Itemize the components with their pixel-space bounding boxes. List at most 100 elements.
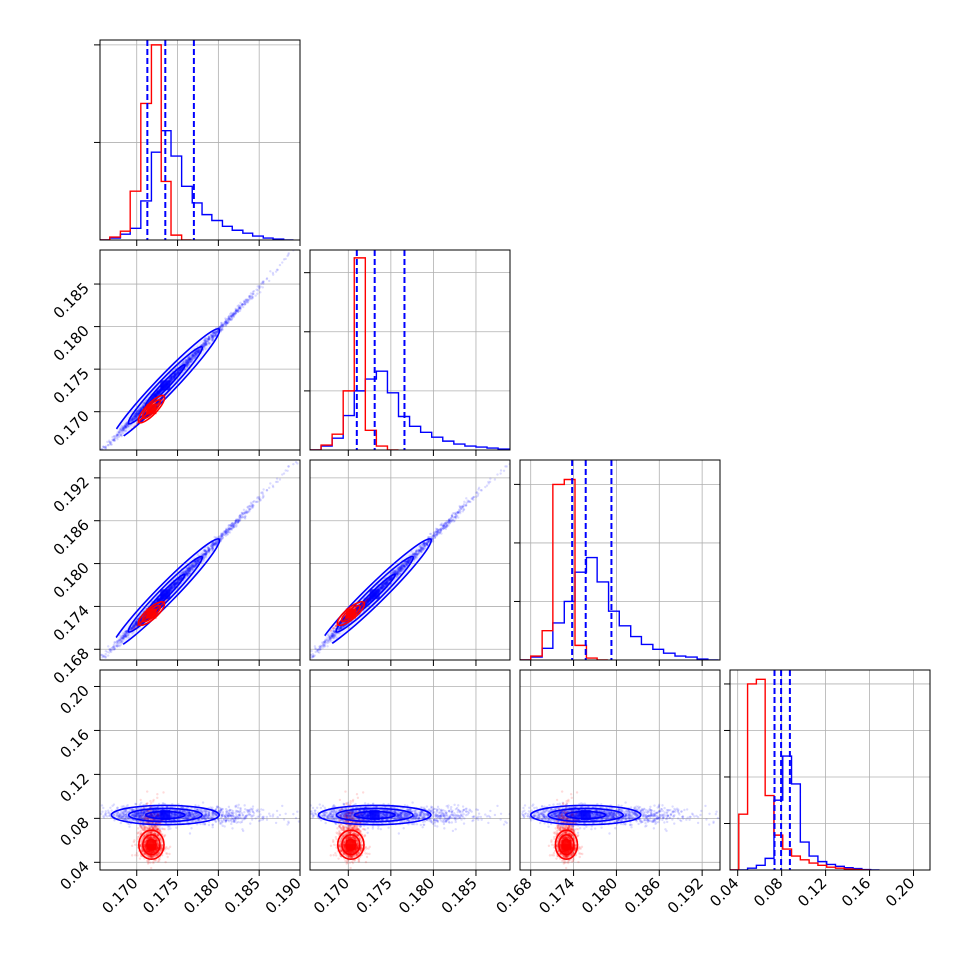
scatter-point: [142, 402, 146, 406]
scatter-point: [109, 650, 113, 654]
scatter-point: [220, 323, 224, 326]
scatter-point: [155, 391, 158, 395]
scatter-point: [259, 291, 262, 294]
scatter-point: [159, 389, 162, 393]
scatter-point: [135, 412, 138, 415]
scatter-point: [137, 412, 140, 415]
scatter-point: [116, 434, 119, 437]
scatter-point: [197, 348, 200, 351]
scatter-point: [209, 337, 212, 341]
scatter-point: [195, 349, 198, 353]
scatter-point: [156, 391, 159, 394]
scatter-point: [211, 337, 214, 341]
scatter-point: [236, 308, 240, 312]
scatter-point: [173, 373, 177, 376]
scatter-point: [210, 335, 213, 338]
scatter-point: [113, 439, 117, 442]
scatter-point: [154, 393, 158, 397]
scatter-point: [102, 445, 105, 449]
scatter-point: [142, 405, 145, 409]
scatter-point: [188, 360, 191, 363]
scatter-point: [170, 378, 174, 382]
scatter-point: [191, 359, 194, 362]
scatter-point: [143, 414, 146, 418]
scatter-point: [248, 294, 251, 298]
scatter-point: [226, 322, 229, 325]
scatter-point: [138, 408, 141, 412]
scatter-point: [207, 337, 210, 340]
scatter-point: [137, 411, 141, 415]
scatter-point: [205, 339, 208, 343]
scatter-point: [140, 406, 143, 410]
scatter-point: [206, 339, 210, 342]
scatter-point: [153, 393, 157, 397]
scatter-point: [125, 421, 129, 424]
scatter-point: [174, 371, 178, 375]
scatter-point: [133, 415, 136, 418]
scatter-point: [195, 352, 199, 355]
scatter-point: [132, 416, 136, 419]
scatter-point: [245, 298, 248, 301]
scatter-point: [124, 424, 127, 427]
scatter-point: [269, 270, 272, 273]
scatter-point: [108, 440, 111, 444]
scatter-point: [197, 351, 200, 354]
scatter-point: [102, 445, 105, 448]
scatter-point: [269, 482, 272, 485]
scatter-point: [224, 321, 228, 324]
scatter-point: [195, 353, 198, 357]
scatter-point: [169, 377, 172, 380]
panel-background: [100, 40, 300, 240]
scatter-point: [250, 297, 254, 300]
scatter-point: [176, 371, 180, 374]
scatter-point: [140, 407, 143, 411]
scatter-point: [220, 323, 223, 327]
scatter-point: [115, 434, 119, 437]
scatter-point: [138, 411, 141, 414]
scatter-point: [152, 395, 155, 399]
scatter-point: [251, 295, 255, 299]
scatter-point: [156, 390, 160, 394]
scatter-point: [226, 320, 229, 323]
scatter-point: [286, 469, 289, 472]
scatter-point: [215, 331, 218, 335]
scatter-point: [115, 433, 118, 436]
scatter-point: [192, 355, 195, 359]
scatter-point: [191, 354, 194, 357]
scatter-point: [239, 306, 242, 310]
scatter-point: [154, 393, 158, 396]
scatter-point: [224, 319, 228, 322]
scatter-point: [232, 314, 235, 317]
scatter-point: [204, 336, 207, 340]
scatter-point: [235, 525, 238, 528]
scatter-point: [240, 304, 244, 307]
scatter-point: [139, 408, 142, 411]
scatter-point: [173, 375, 176, 379]
scatter-point: [106, 440, 109, 444]
scatter-point: [131, 418, 134, 422]
scatter-point: [236, 310, 240, 313]
scatter-point: [234, 308, 238, 312]
scatter-point: [171, 375, 174, 378]
scatter-point: [107, 654, 110, 657]
scatter-point: [214, 333, 217, 337]
scatter-point: [133, 413, 137, 417]
scatter-point: [214, 331, 217, 334]
scatter-point: [134, 415, 137, 419]
scatter-point: [190, 355, 194, 359]
scatter-point: [224, 320, 227, 323]
scatter-point: [195, 349, 198, 353]
scatter-point: [210, 334, 213, 337]
scatter-point: [150, 397, 154, 400]
scatter-point: [197, 349, 200, 352]
scatter-point: [232, 311, 236, 314]
scatter-point: [121, 429, 124, 433]
scatter-point: [251, 292, 254, 295]
scatter-point: [239, 301, 242, 305]
scatter-point: [134, 415, 137, 418]
scatter-point: [227, 315, 231, 318]
scatter-point: [203, 341, 206, 345]
scatter-point: [120, 435, 123, 438]
scatter-point: [179, 369, 182, 372]
